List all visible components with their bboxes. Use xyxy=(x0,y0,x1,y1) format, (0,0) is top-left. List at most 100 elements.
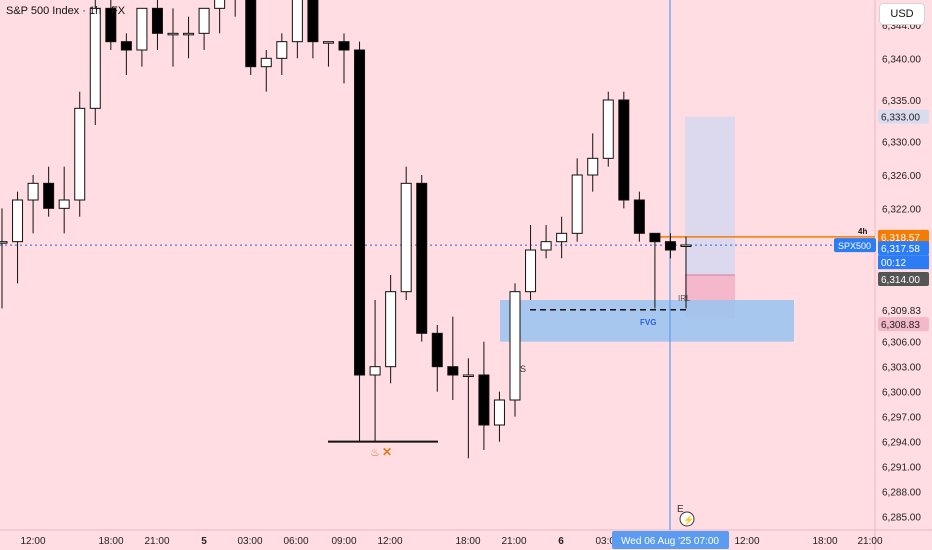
candle[interactable] xyxy=(307,0,319,43)
time-axis-label: 18:00 xyxy=(812,536,837,547)
price-axis-label: 6,297.00 xyxy=(882,413,921,424)
candle[interactable] xyxy=(260,57,272,68)
irl-label: IRL xyxy=(678,294,691,303)
price-axis-label: 6,285.00 xyxy=(882,513,921,524)
price-axis-label: 6,326.00 xyxy=(882,171,921,182)
candle[interactable] xyxy=(354,49,366,376)
target-zone[interactable] xyxy=(685,116,735,276)
candle[interactable] xyxy=(602,99,614,159)
candle[interactable] xyxy=(571,174,583,234)
time-axis-label: 21:00 xyxy=(857,536,882,547)
candle[interactable] xyxy=(431,332,443,368)
price-axis-label: 6,322.00 xyxy=(882,204,921,215)
crosshair-time-bg xyxy=(612,531,729,549)
candle[interactable] xyxy=(151,7,163,34)
price-axis-label: 6,335.00 xyxy=(882,96,921,107)
price-axis-label: 6,300.00 xyxy=(882,388,921,399)
candle[interactable] xyxy=(338,41,350,51)
symbol-tag-bg xyxy=(834,238,876,253)
level-4h-price-tag-bg xyxy=(878,229,929,244)
candle[interactable] xyxy=(167,32,179,36)
cross-marker-icon: ✕ xyxy=(382,445,392,459)
price-axis-label: 6,309.83 xyxy=(882,306,921,317)
candle[interactable] xyxy=(525,249,537,293)
time-axis-label: 18:00 xyxy=(455,536,480,547)
price-axis-label: 6,330.00 xyxy=(882,138,921,149)
candle[interactable] xyxy=(291,0,303,43)
time-axis-label: 06:00 xyxy=(283,536,308,547)
candle[interactable] xyxy=(136,7,148,51)
price-axis-label: 6,303.00 xyxy=(882,363,921,374)
target-price-tag-bg xyxy=(878,109,929,124)
candle[interactable] xyxy=(12,199,24,243)
event-icon[interactable] xyxy=(679,511,695,527)
price-axis-label: 6,291.00 xyxy=(882,463,921,474)
fvg-low-price-tag-bg xyxy=(878,317,929,332)
candle[interactable] xyxy=(462,374,474,377)
price-axis-label: 6,288.00 xyxy=(882,488,921,499)
lightning-icon: ⚡ xyxy=(683,514,694,526)
candle[interactable] xyxy=(447,366,459,376)
candle[interactable] xyxy=(649,232,661,243)
symbol-title[interactable]: S&P 500 Index · 1h · FX xyxy=(6,5,126,17)
stop-price-tag: 6,314.00 xyxy=(881,275,920,286)
time-axis-label: 12:00 xyxy=(734,536,759,547)
target-price-tag: 6,333.00 xyxy=(881,113,920,124)
candle[interactable] xyxy=(276,41,288,59)
time-axis-label: 03:00 xyxy=(237,536,262,547)
plot-area[interactable] xyxy=(0,0,875,530)
candle[interactable] xyxy=(245,0,257,68)
s-marker: S xyxy=(520,364,526,374)
fvg-box[interactable] xyxy=(500,300,794,342)
time-axis-label: 03:00 xyxy=(595,536,620,547)
candle[interactable] xyxy=(493,399,505,426)
level-4h-label: 4h xyxy=(858,227,867,236)
price-axis-label: 6,294.00 xyxy=(882,438,921,449)
time-axis-label: 21:00 xyxy=(501,536,526,547)
candle[interactable] xyxy=(120,41,132,51)
time-axis-label: 18:00 xyxy=(98,536,123,547)
candle[interactable] xyxy=(74,107,86,201)
candle[interactable] xyxy=(664,241,676,251)
currency-button[interactable]: USD xyxy=(879,3,925,25)
countdown-bg xyxy=(878,255,929,270)
fvg-label: FVG xyxy=(640,318,656,327)
level-4h-price-tag: 6,318.57 xyxy=(881,233,920,244)
time-axis-label: 09:00 xyxy=(331,536,356,547)
candle[interactable] xyxy=(0,241,8,244)
candle[interactable] xyxy=(27,182,39,201)
candle[interactable] xyxy=(618,99,630,201)
fire-marker-icon: ♨ xyxy=(370,447,380,459)
price-axis-label: 6,306.00 xyxy=(882,338,921,349)
fvg-low-price-tag: 6,308.83 xyxy=(881,320,920,331)
current-price-tag-bg xyxy=(878,241,929,256)
candle[interactable] xyxy=(509,291,521,401)
e-marker: E xyxy=(677,504,684,515)
candle[interactable] xyxy=(540,241,552,251)
candle[interactable] xyxy=(680,244,692,247)
candle[interactable] xyxy=(385,291,397,368)
candle[interactable] xyxy=(369,366,381,376)
candle[interactable] xyxy=(416,182,428,334)
countdown-tag: 00:12 xyxy=(881,258,906,269)
candle[interactable] xyxy=(322,41,334,44)
candle[interactable] xyxy=(633,199,645,234)
candle[interactable] xyxy=(58,199,70,209)
candle[interactable] xyxy=(214,0,226,9)
current-price-tag: 6,317.58 xyxy=(881,244,920,255)
candle[interactable] xyxy=(89,7,101,109)
candle[interactable] xyxy=(400,182,412,293)
candle[interactable] xyxy=(556,232,568,243)
time-axis-label: 21:00 xyxy=(144,536,169,547)
candle[interactable] xyxy=(105,7,117,43)
candle[interactable] xyxy=(478,374,490,426)
candle[interactable] xyxy=(43,182,55,209)
crosshair-time-label: Wed 06 Aug '25 07:00 xyxy=(621,536,719,547)
time-axis-label: 12:00 xyxy=(20,536,45,547)
candle[interactable] xyxy=(198,7,210,34)
candle[interactable] xyxy=(587,157,599,176)
candle[interactable] xyxy=(183,32,195,36)
price-axis-label: 6,340.00 xyxy=(882,54,921,65)
